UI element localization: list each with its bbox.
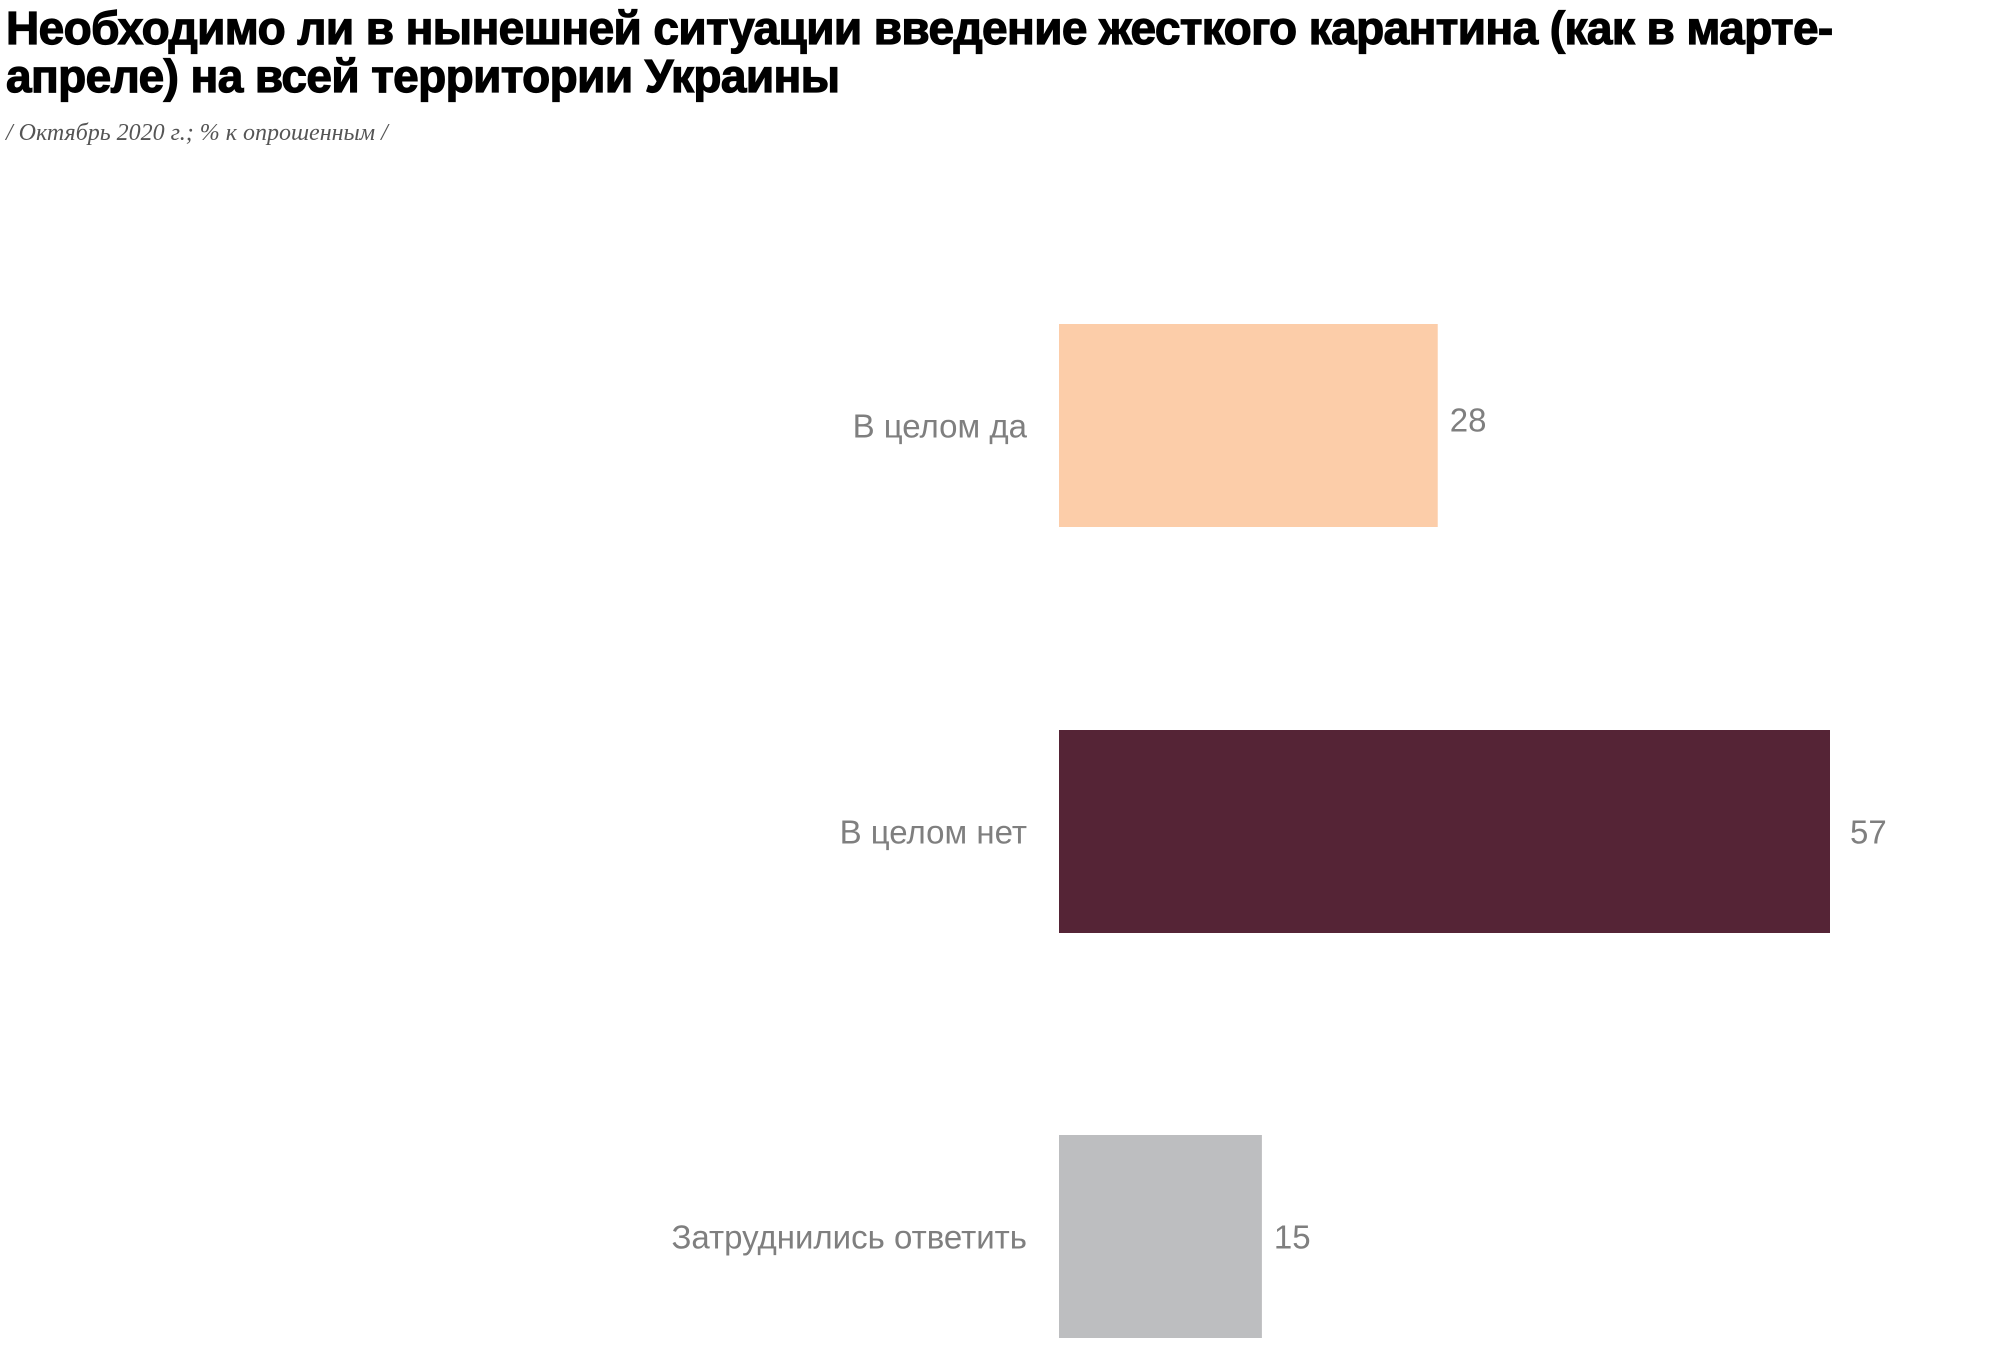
data-label: 28 [1450, 402, 1487, 439]
bar-1 [1059, 324, 1438, 527]
category-label: В целом нет [840, 814, 1027, 851]
category-label: В целом да [853, 408, 1028, 445]
data-label: 57 [1850, 814, 1887, 851]
chart-subtitle: / Октябрь 2020 г.; % к опрошенным / [6, 120, 388, 146]
bar-3 [1059, 1135, 1262, 1338]
chart-title: Необходимо ли в нынешней ситуации введен… [5, 2, 1833, 102]
data-label: 15 [1274, 1219, 1311, 1256]
bar-2 [1059, 730, 1830, 933]
category-label: Затруднились ответить [671, 1219, 1027, 1256]
